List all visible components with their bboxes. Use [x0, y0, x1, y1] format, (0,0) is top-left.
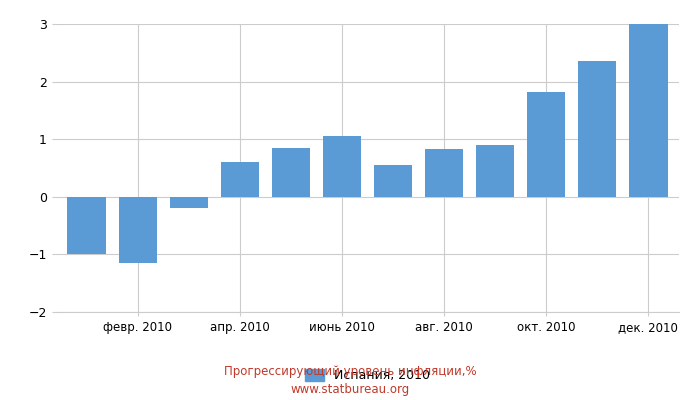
- Bar: [629, 24, 668, 197]
- Bar: [272, 148, 310, 197]
- Bar: [67, 197, 106, 254]
- Bar: [169, 197, 208, 208]
- Bar: [220, 162, 259, 197]
- Text: www.statbureau.org: www.statbureau.org: [290, 383, 410, 396]
- Bar: [476, 145, 514, 197]
- Bar: [578, 62, 617, 197]
- Bar: [118, 197, 157, 263]
- Bar: [323, 136, 361, 197]
- Bar: [527, 92, 566, 197]
- Bar: [425, 149, 463, 197]
- Legend: Испания, 2010: Испания, 2010: [300, 364, 435, 387]
- Text: Прогрессирующий уровень инфляции,%: Прогрессирующий уровень инфляции,%: [224, 365, 476, 378]
- Bar: [374, 165, 412, 197]
